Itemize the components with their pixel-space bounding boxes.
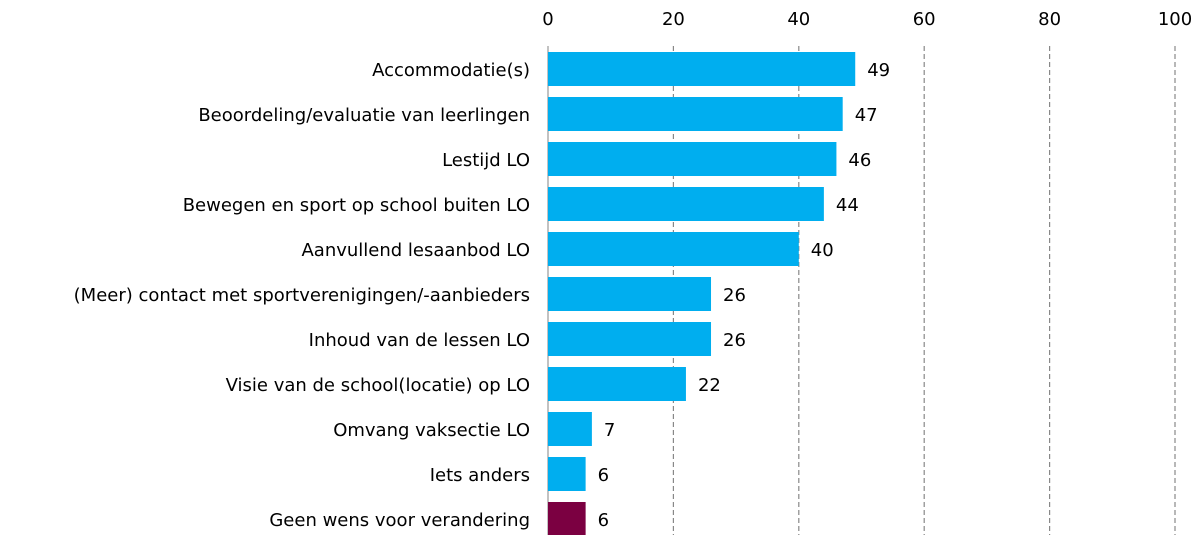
bar (548, 502, 586, 535)
x-tick-label: 100 (1158, 9, 1192, 30)
value-label: 40 (811, 240, 834, 261)
y-tick-label: (Meer) contact met sportverenigingen/-aa… (74, 285, 530, 306)
bar (548, 97, 843, 131)
y-tick-label: Bewegen en sport op school buiten LO (183, 195, 530, 216)
y-tick-label: Accommodatie(s) (372, 60, 530, 81)
x-tick-label: 80 (1038, 9, 1061, 30)
x-tick-label: 60 (913, 9, 936, 30)
y-tick-label: Geen wens voor verandering (269, 510, 530, 531)
bar (548, 52, 856, 86)
value-label: 44 (836, 195, 859, 216)
x-tick-label: 40 (787, 9, 810, 30)
y-tick-label: Lestijd LO (442, 150, 530, 171)
value-label: 6 (598, 510, 609, 531)
y-tick-label: Aanvullend lesaanbod LO (301, 240, 530, 261)
bar (548, 412, 592, 446)
x-tick-label: 0 (542, 9, 553, 30)
value-label: 26 (723, 285, 746, 306)
bar (548, 367, 686, 401)
value-label: 6 (598, 465, 609, 486)
bar (548, 457, 586, 491)
bar (548, 142, 837, 176)
value-label: 22 (698, 375, 721, 396)
bar (548, 232, 799, 266)
bar (548, 322, 712, 356)
y-tick-label: Inhoud van de lessen LO (309, 330, 530, 351)
value-label: 26 (723, 330, 746, 351)
value-label: 47 (855, 105, 878, 126)
bar (548, 187, 824, 221)
value-label: 7 (604, 420, 615, 441)
y-tick-label: Iets anders (430, 465, 530, 486)
value-label: 49 (867, 60, 890, 81)
y-tick-label: Visie van de school(locatie) op LO (226, 375, 530, 396)
bar (548, 277, 712, 311)
y-tick-label: Omvang vaksectie LO (333, 420, 530, 441)
x-tick-label: 20 (662, 9, 685, 30)
y-tick-label: Beoordeling/evaluatie van leerlingen (198, 105, 530, 126)
value-label: 46 (848, 150, 871, 171)
